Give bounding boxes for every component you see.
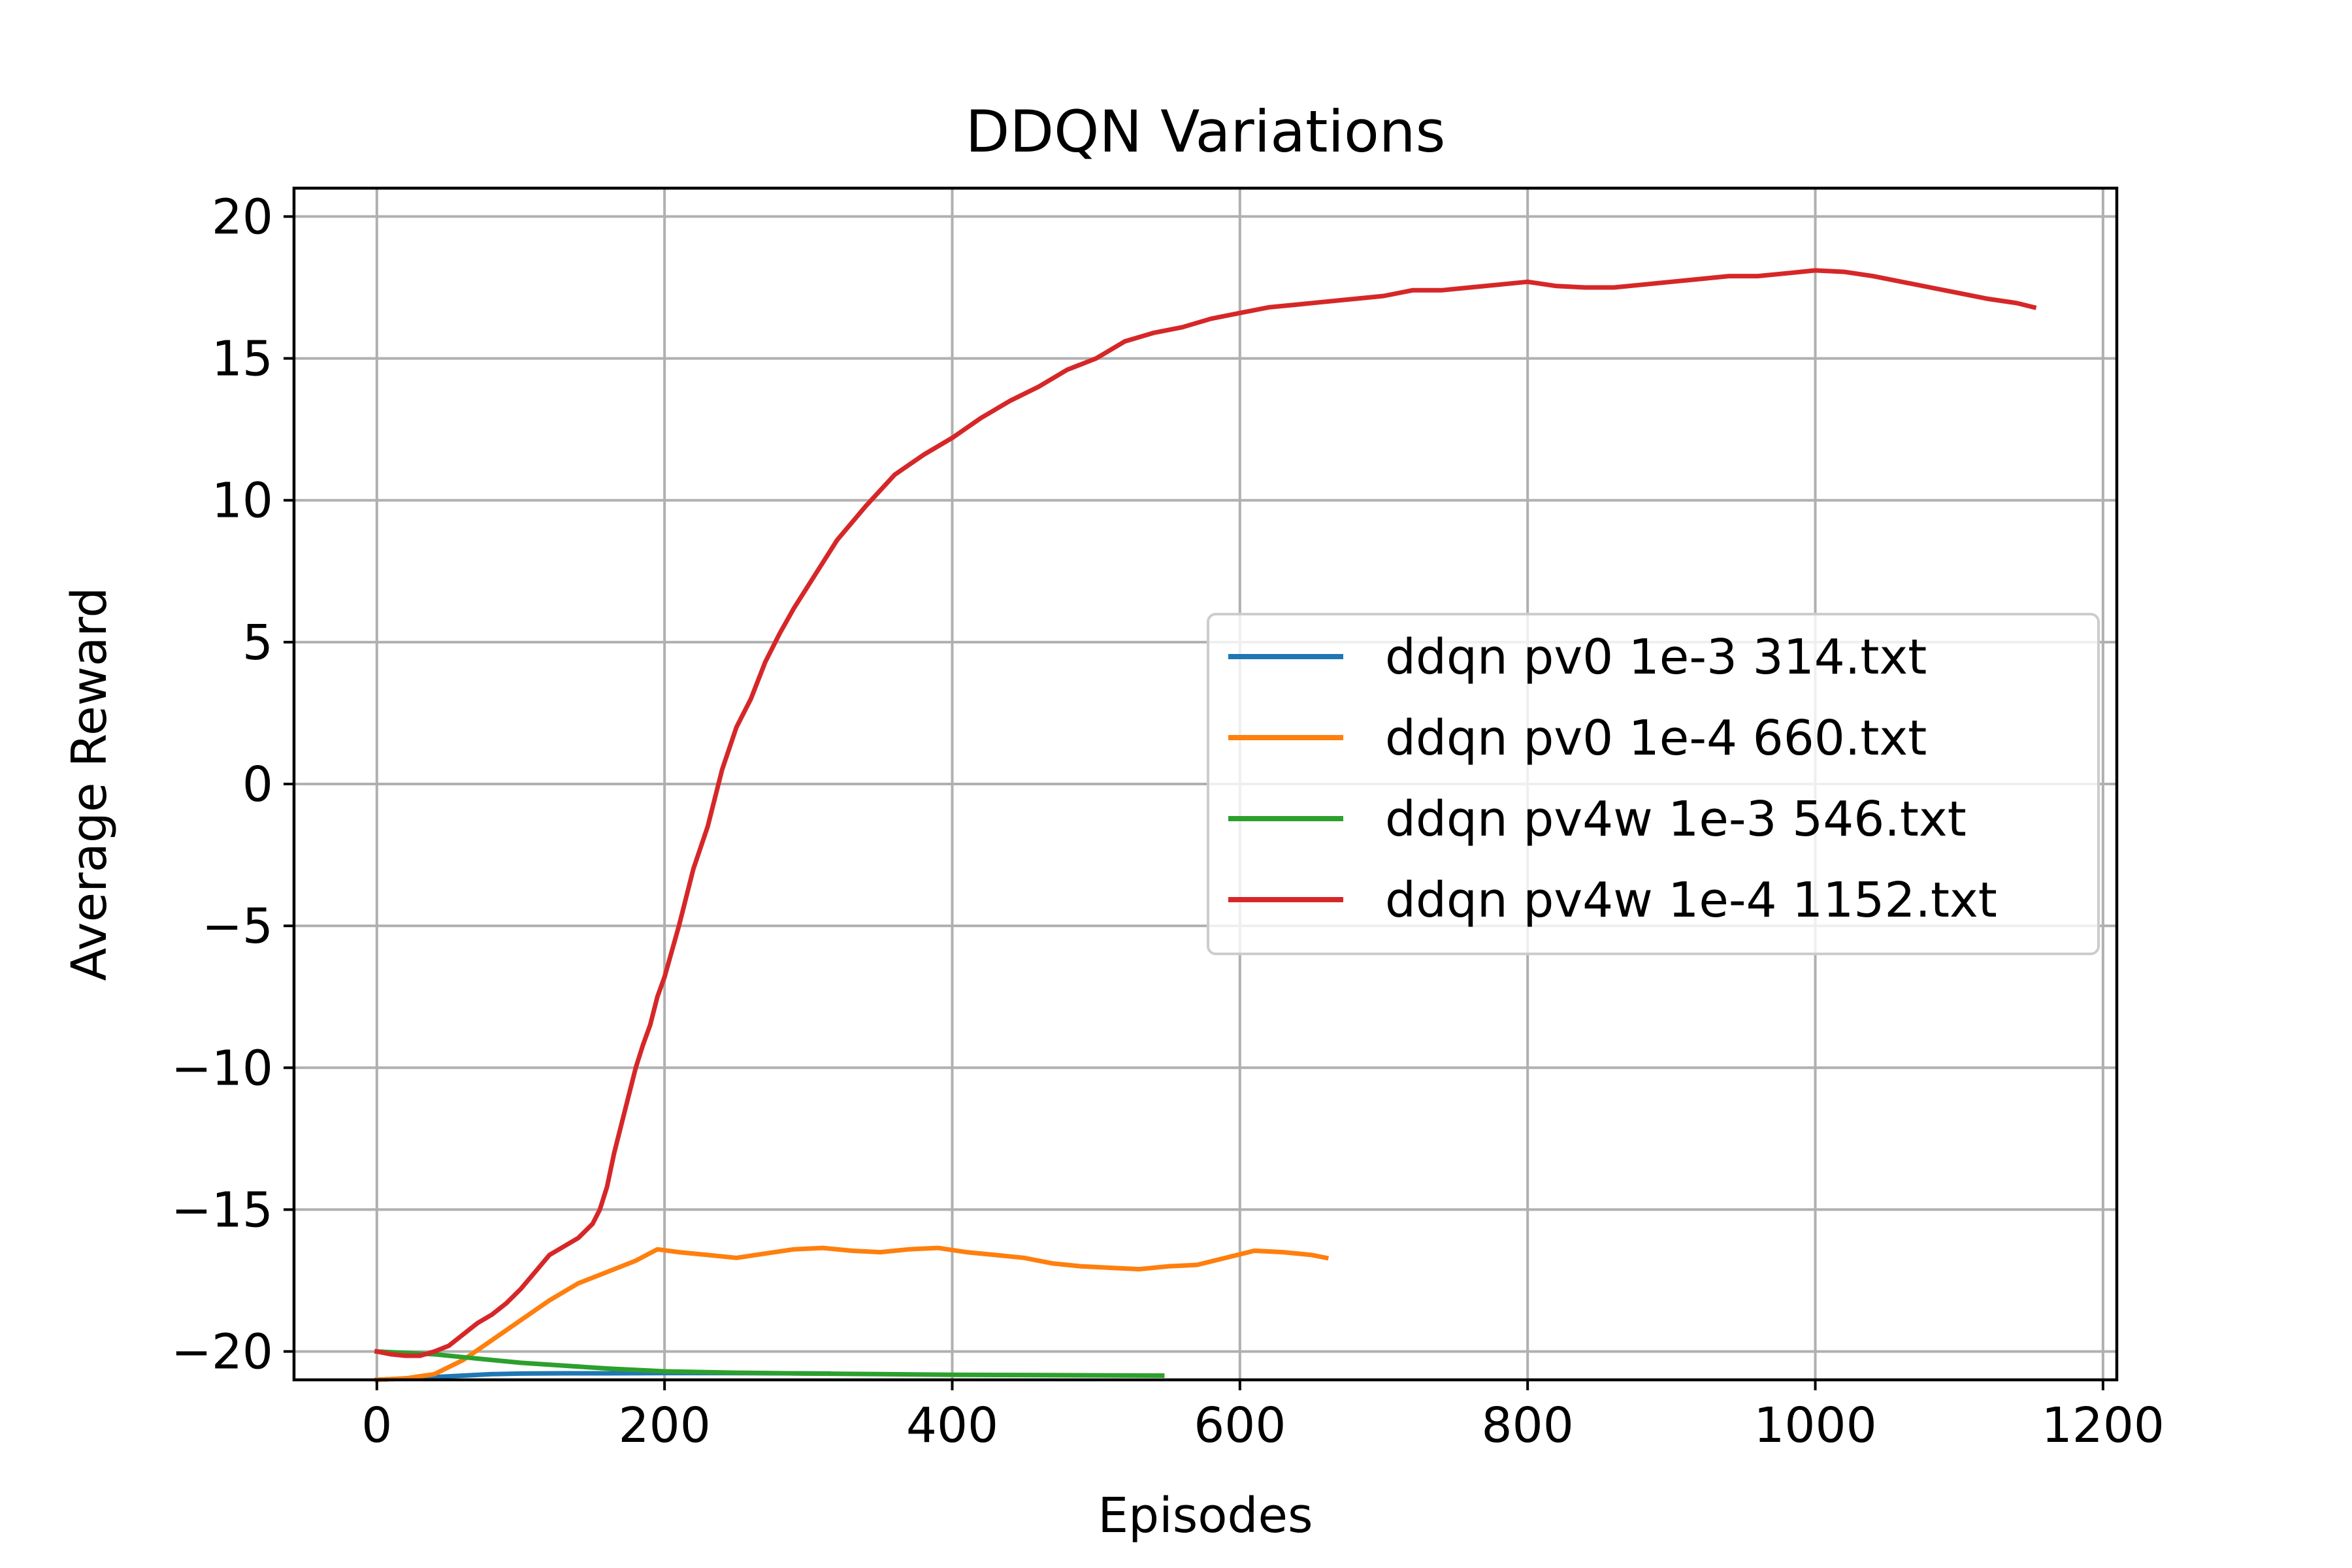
y-tick-label: −20 [171,1324,273,1380]
x-tick-label: 400 [906,1397,998,1454]
grid [294,188,2117,1380]
series-line-2 [374,1245,1330,1382]
legend-label-4: ddqn pv4w 1e-4 1152.txt [1385,872,1997,928]
series-line-4 [374,268,2037,1358]
y-tick-label: 5 [242,615,273,671]
legend: ddqn pv0 1e-3 314.txt ddqn pv0 1e-4 660.t… [1207,613,2100,955]
x-tick-label: 1200 [2042,1397,2164,1454]
y-tick-label: 10 [212,473,273,529]
series-lines [374,268,2037,1382]
x-tick-label: 1000 [1754,1397,1876,1454]
y-tick-label: 15 [212,331,273,387]
legend-label-1: ddqn pv0 1e-3 314.txt [1385,629,1927,685]
x-tick-label: 600 [1194,1397,1286,1454]
y-axis-label: Average Reward [61,587,118,981]
x-tick-label: 800 [1482,1397,1574,1454]
axis-ticks: 0 200 400 600 800 1000 1200 −20 −15 −10 −5 0 5 10 15 20 [171,189,2164,1454]
legend-label-2: ddqn pv0 1e-4 660.txt [1385,710,1927,766]
legend-label-3: ddqn pv4w 1e-3 546.txt [1385,791,1967,847]
y-tick-label: 0 [242,757,273,813]
y-tick-label: −5 [202,898,273,955]
x-axis-label: Episodes [1098,1488,1313,1544]
y-tick-label: −15 [171,1182,273,1238]
series-line-3 [374,1348,1165,1379]
chart-title: DDQN Variations [966,98,1446,165]
y-tick-label: 20 [212,189,273,245]
legend-box [1207,613,2100,955]
x-tick-label: 200 [619,1397,711,1454]
y-tick-label: −10 [171,1040,273,1096]
x-tick-label: 0 [361,1397,392,1454]
